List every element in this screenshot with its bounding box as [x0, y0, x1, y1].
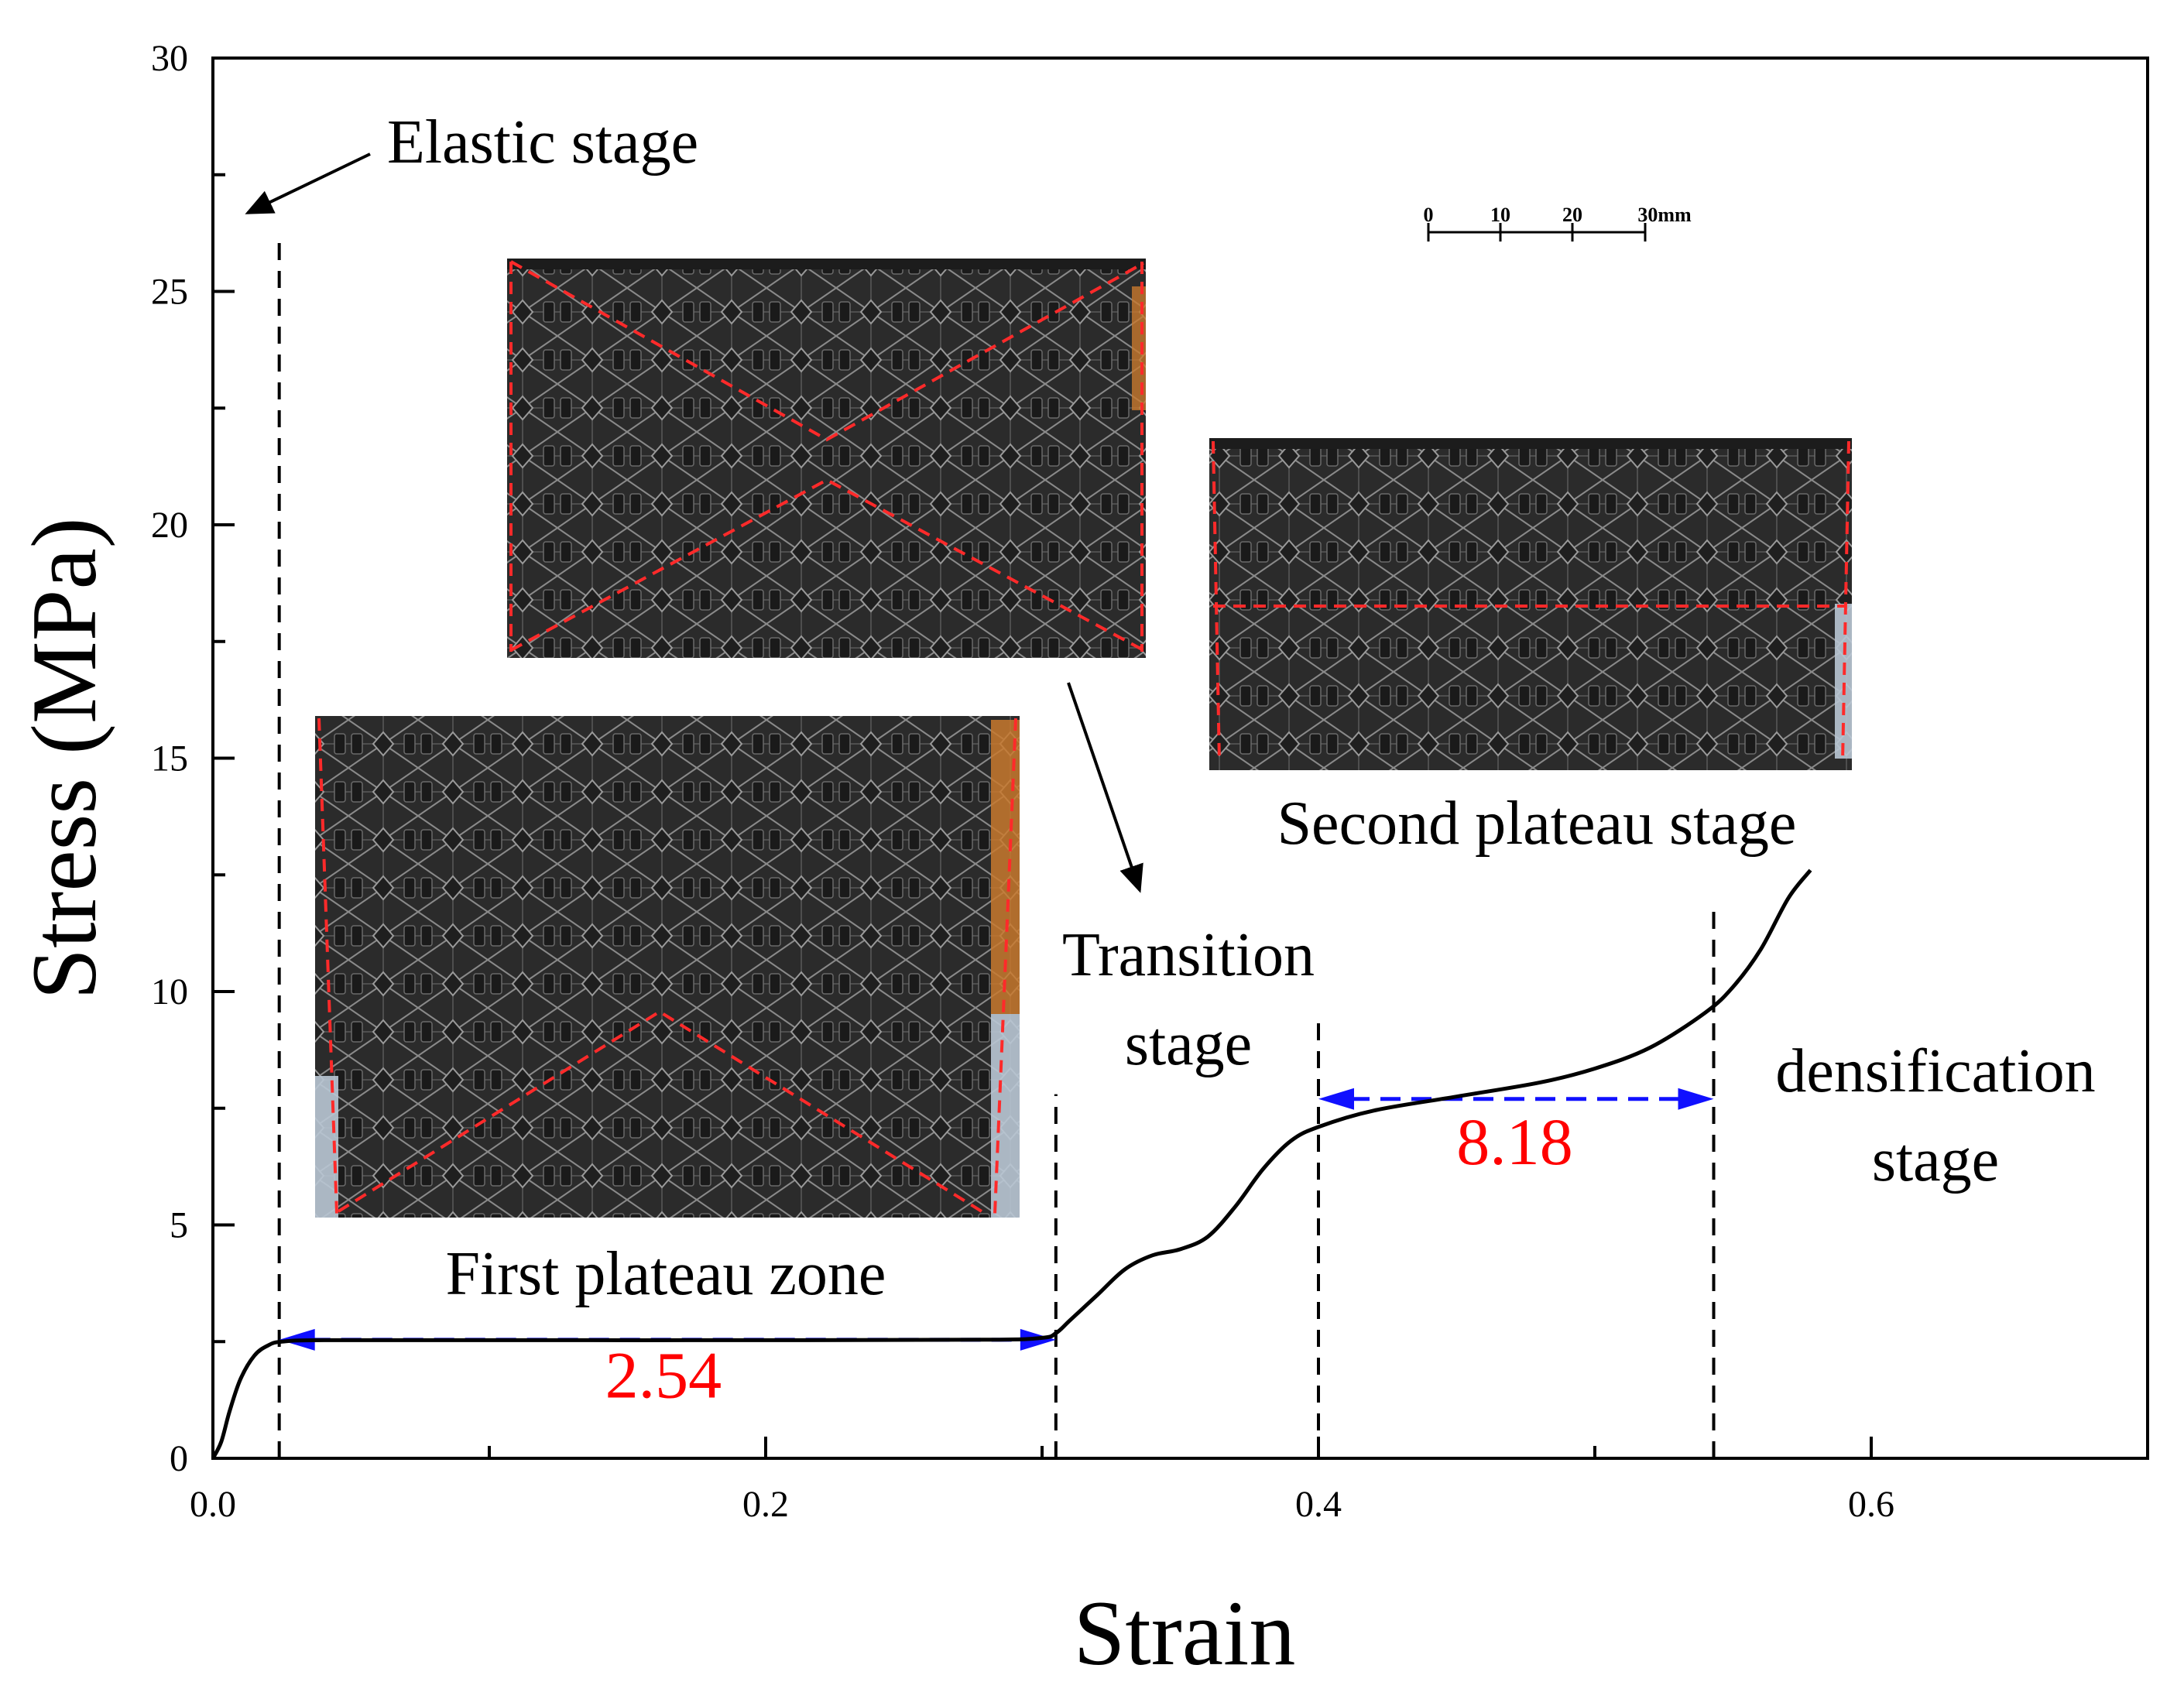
y-tick-label: 15: [151, 738, 188, 779]
y-axis-label: Stress (MPa): [12, 517, 115, 999]
transition-stage-label-1: Transition: [1062, 921, 1315, 989]
x-axis-label: Strain: [1074, 1581, 1296, 1682]
elastic-arrow: [245, 152, 371, 214]
axis-ticks: 0.0 0.2 0.4 0.6 0 5 10 15 20 25 30: [151, 38, 1894, 1525]
transition-arrow: [1067, 682, 1143, 893]
x-tick-label: 0.6: [1848, 1484, 1894, 1525]
x-tick-label: 0.4: [1295, 1484, 1342, 1525]
x-tick-label: 0.0: [190, 1484, 236, 1525]
first-plateau-label: First plateau zone: [446, 1240, 886, 1308]
y-tick-label: 0: [170, 1438, 188, 1479]
scale-bar: 0 10 20 30mm: [1424, 204, 1692, 242]
stress-strain-curve: [211, 868, 1812, 1460]
y-tick-label: 5: [170, 1205, 188, 1246]
range-value-label: 8.18: [1456, 1105, 1573, 1179]
x-tick-label: 0.2: [742, 1484, 789, 1525]
scale-bar-label-20: 20: [1562, 204, 1582, 226]
second-plateau-label: Second plateau stage: [1277, 790, 1797, 858]
scale-bar-label-10: 10: [1490, 204, 1510, 226]
range-arrow-head-right: [1678, 1088, 1714, 1110]
scale-bar-label-0: 0: [1424, 204, 1434, 226]
y-tick-label: 25: [151, 272, 188, 313]
densification-stage-label-2: stage: [1872, 1126, 1999, 1194]
range-arrow-head-left: [1318, 1088, 1354, 1110]
y-tick-label: 30: [151, 38, 188, 79]
transition-stage-label-2: stage: [1125, 1010, 1252, 1078]
inset-photo-transition: [507, 259, 1146, 658]
densification-stage-label-1: densification: [1775, 1037, 2095, 1105]
scale-bar-label-30: 30mm: [1637, 204, 1692, 226]
elastic-stage-label: Elastic stage: [387, 108, 698, 176]
inset-photo-first-plateau: [315, 716, 1020, 1218]
inset-photo-second-plateau: [1209, 438, 1852, 770]
y-tick-label: 20: [151, 505, 188, 546]
range-value-label: 2.54: [605, 1338, 722, 1413]
stage-boundaries: [277, 235, 1716, 1458]
y-tick-label: 10: [151, 971, 188, 1012]
